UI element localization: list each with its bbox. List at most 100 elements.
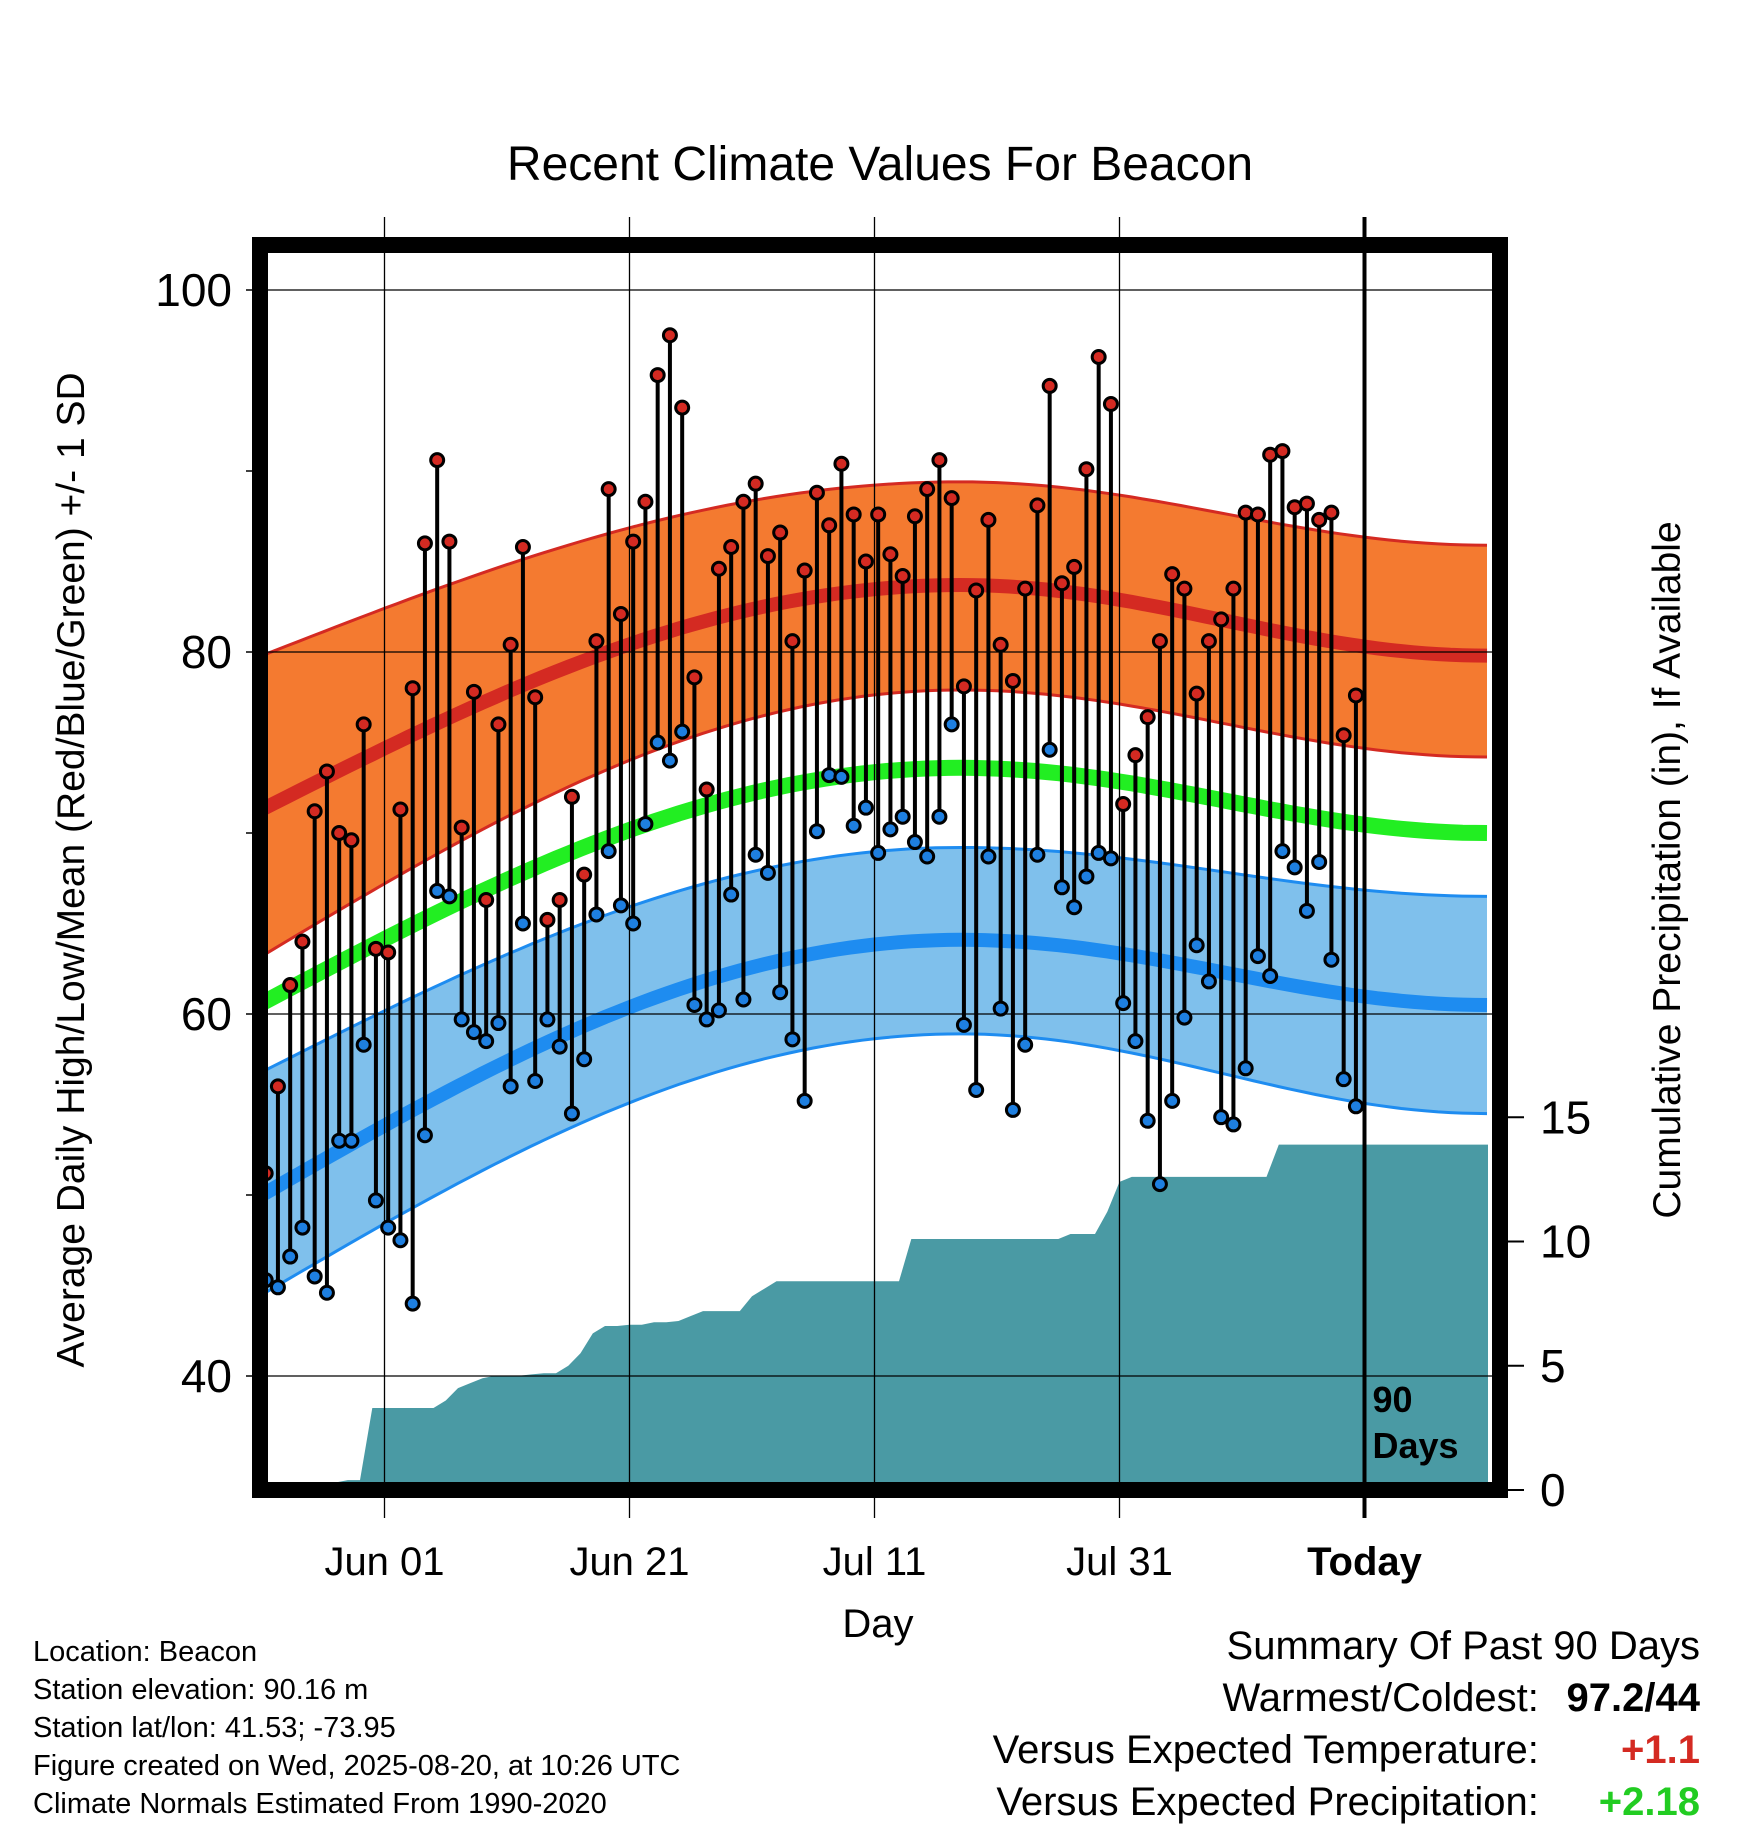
low-point bbox=[906, 834, 923, 851]
high-point bbox=[1078, 461, 1095, 478]
x-tick-label: Jun 21 bbox=[569, 1540, 689, 1584]
today-days-label: 90 bbox=[1373, 1379, 1413, 1420]
low-point bbox=[919, 848, 936, 865]
high-point bbox=[796, 562, 813, 579]
high-point bbox=[723, 539, 740, 556]
high-point bbox=[441, 533, 458, 550]
high-point bbox=[343, 832, 360, 849]
high-point bbox=[625, 533, 642, 550]
low-point bbox=[1078, 868, 1095, 885]
low-point bbox=[772, 984, 789, 1001]
high-point bbox=[980, 511, 997, 528]
low-point bbox=[282, 1248, 299, 1265]
high-point bbox=[306, 803, 323, 820]
high-point bbox=[490, 716, 507, 733]
high-sd-band bbox=[262, 481, 1487, 957]
high-point bbox=[1225, 580, 1242, 597]
low-point bbox=[1029, 846, 1046, 863]
high-point bbox=[1274, 443, 1291, 460]
low-point bbox=[527, 1072, 544, 1089]
high-point bbox=[380, 944, 397, 961]
high-point bbox=[331, 825, 348, 841]
low-point bbox=[674, 723, 691, 740]
y-left-tick-label: 80 bbox=[181, 626, 232, 678]
low-point bbox=[857, 799, 874, 816]
low-point bbox=[355, 1036, 372, 1053]
low-point bbox=[1066, 899, 1083, 916]
low-point bbox=[1188, 937, 1205, 954]
low-point bbox=[514, 915, 531, 932]
low-point bbox=[649, 734, 666, 751]
high-point bbox=[906, 508, 923, 525]
high-point bbox=[563, 788, 580, 805]
low-point bbox=[943, 716, 960, 733]
low-point bbox=[1262, 967, 1279, 984]
low-point bbox=[661, 752, 678, 769]
low-point bbox=[625, 915, 642, 932]
low-point bbox=[1164, 1092, 1181, 1109]
low-point bbox=[1249, 948, 1266, 965]
low-point bbox=[441, 888, 458, 905]
low-point bbox=[539, 1011, 556, 1028]
high-point bbox=[882, 546, 899, 563]
normals-text: Climate Normals Estimated From 1990-2020 bbox=[33, 1788, 607, 1820]
latlon-text: Station lat/lon: 41.53; -73.95 bbox=[33, 1712, 396, 1744]
high-point bbox=[968, 582, 985, 599]
low-point bbox=[1041, 741, 1058, 758]
high-point bbox=[1029, 497, 1046, 514]
low-point bbox=[1200, 973, 1217, 990]
high-point bbox=[759, 548, 776, 565]
high-point bbox=[1017, 580, 1034, 597]
high-point bbox=[527, 689, 544, 706]
high-point bbox=[478, 891, 495, 908]
high-point bbox=[355, 716, 372, 733]
high-point bbox=[294, 933, 311, 950]
low-point bbox=[343, 1132, 360, 1149]
low-point bbox=[563, 1105, 580, 1122]
low-point bbox=[1274, 843, 1291, 860]
high-point bbox=[600, 481, 617, 498]
high-point bbox=[1323, 504, 1340, 521]
y-right-tick-label: 0 bbox=[1540, 1464, 1566, 1516]
low-point bbox=[416, 1127, 433, 1144]
high-point bbox=[637, 493, 654, 510]
precip-row: Versus Expected Precipitation: +2.18 bbox=[993, 1776, 1700, 1828]
high-point bbox=[784, 633, 801, 650]
high-point bbox=[453, 819, 470, 836]
low-point bbox=[1298, 902, 1315, 919]
low-point bbox=[1139, 1112, 1156, 1129]
high-point bbox=[772, 524, 789, 541]
high-point bbox=[833, 455, 850, 472]
low-point bbox=[318, 1284, 335, 1301]
y-left-tick-label: 60 bbox=[181, 988, 232, 1040]
high-point bbox=[539, 911, 556, 928]
high-point bbox=[269, 1078, 286, 1095]
low-point bbox=[992, 1000, 1009, 1017]
low-point bbox=[833, 768, 850, 785]
plot-area: 40 60 80 100 0 5 10 15 Jun 01 Jun 21 Jul 11 Jul 31 T… bbox=[155, 217, 1591, 1584]
station-info: Location: Beacon Station elevation: 90.1… bbox=[33, 1633, 681, 1823]
high-point bbox=[392, 801, 409, 818]
temp-label: Versus Expected Temperature: bbox=[992, 1728, 1539, 1772]
high-point bbox=[894, 567, 911, 584]
low-point bbox=[612, 897, 629, 914]
low-point bbox=[1017, 1036, 1034, 1053]
low-point bbox=[698, 1011, 715, 1028]
plot-frame bbox=[252, 237, 1508, 1498]
high-point bbox=[502, 636, 519, 653]
low-point bbox=[551, 1038, 568, 1055]
low-point bbox=[1225, 1116, 1242, 1133]
high-point bbox=[282, 977, 299, 994]
high-point bbox=[857, 553, 874, 570]
high-point bbox=[649, 367, 666, 384]
high-point bbox=[1188, 685, 1205, 702]
high-point bbox=[1066, 558, 1083, 575]
y-right-tick-label: 10 bbox=[1540, 1216, 1591, 1268]
high-point bbox=[514, 539, 531, 556]
high-point bbox=[919, 481, 936, 498]
high-point bbox=[1213, 611, 1230, 628]
high-point bbox=[698, 781, 715, 798]
y-axis-left-label: Average Daily High/Low/Mean (Red/Blue/Gr… bbox=[50, 372, 93, 1367]
high-point bbox=[992, 636, 1009, 653]
low-point bbox=[637, 815, 654, 832]
